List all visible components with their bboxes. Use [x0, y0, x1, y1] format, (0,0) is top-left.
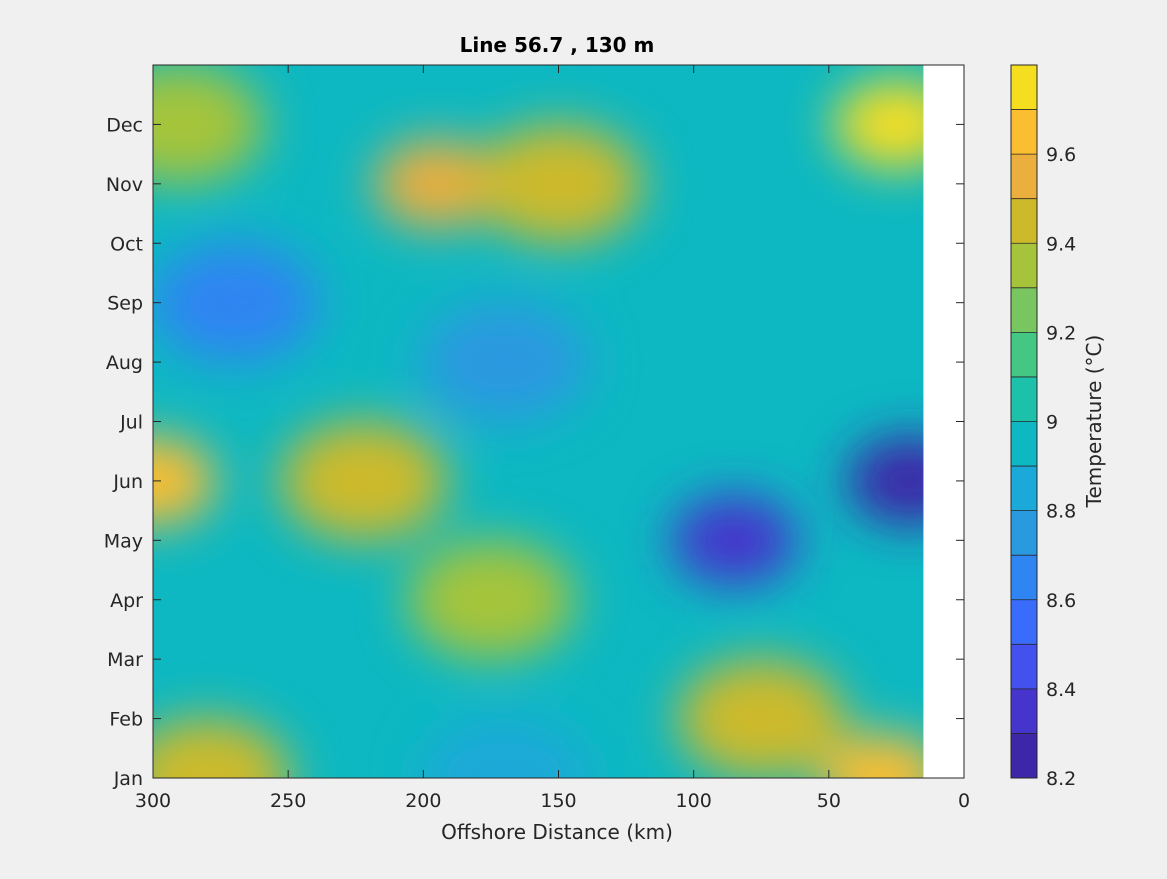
chart-title: Line 56.7 , 130 m	[460, 33, 655, 57]
x-tick-label: 150	[540, 790, 576, 812]
colorbar-segment	[1011, 198, 1037, 244]
contour-feature	[846, 435, 924, 526]
colorbar-segment	[1011, 65, 1037, 110]
no-data-region	[923, 65, 924, 778]
contour-feature	[279, 420, 448, 541]
contour-feature	[153, 65, 265, 185]
x-tick-label: 200	[405, 790, 441, 812]
x-tick-label: 0	[958, 790, 970, 812]
contour-feature	[474, 123, 643, 244]
colorbar-segment	[1011, 644, 1037, 689]
x-tick-label: 50	[817, 790, 841, 812]
x-tick-label: 300	[135, 790, 171, 812]
contour-feature	[153, 435, 216, 526]
colorbar-tick-label: 9	[1046, 412, 1058, 434]
contour-feature	[373, 138, 500, 229]
colorbar-segment	[1011, 109, 1037, 155]
y-tick-label: Oct	[110, 233, 143, 255]
colorbar-segment	[1011, 287, 1037, 333]
y-tick-label: Apr	[110, 590, 143, 612]
colorbar-segment	[1011, 599, 1037, 645]
y-tick-label: Aug	[106, 352, 143, 374]
colorbar-tick-label: 8.2	[1046, 768, 1076, 790]
field-features	[153, 65, 924, 778]
colorbar-segment	[1011, 466, 1037, 511]
colorbar-tick-label: 8.4	[1046, 679, 1076, 701]
x-tick-label: 100	[676, 790, 712, 812]
y-tick-label: Dec	[106, 114, 143, 136]
y-tick-label: May	[104, 530, 143, 552]
colorbar-segment	[1011, 733, 1037, 778]
y-tick-label: Jul	[119, 412, 143, 434]
contour-feature	[671, 495, 798, 586]
colorbar-segment	[1011, 154, 1037, 199]
colorbar-segment	[1011, 243, 1037, 288]
contour-feature	[677, 658, 846, 778]
colorbar-tick-label: 8.8	[1046, 501, 1076, 523]
colorbar-segment	[1011, 688, 1037, 734]
colorbar-frame	[1010, 64, 1038, 779]
contour-feature	[420, 718, 589, 778]
y-axis: Jan Feb Mar Apr May Jun Jul Aug Sep Oct Nov Dec	[104, 114, 964, 790]
colorbar-segment	[1011, 332, 1037, 377]
y-tick-label: Sep	[107, 293, 143, 315]
colorbar-segment	[1011, 510, 1037, 556]
contour-feature	[833, 79, 924, 170]
x-tick-label: 250	[270, 790, 306, 812]
y-tick-label: Mar	[107, 649, 143, 671]
x-axis-label: Offshore Distance (km)	[441, 820, 673, 844]
colorbar-tick-label: 8.6	[1046, 590, 1076, 612]
contour-feature	[420, 302, 589, 423]
contour-feature	[153, 718, 292, 778]
colorbar-segment	[1011, 555, 1037, 600]
colorbar-label: Temperature (°C)	[1082, 335, 1106, 509]
colorbar-tick-label: 9.4	[1046, 233, 1076, 255]
colorbar-tick-label: 9.2	[1046, 322, 1076, 344]
contour-feature	[153, 242, 319, 363]
y-tick-label: Nov	[106, 174, 143, 196]
contour-feature	[819, 733, 924, 778]
y-tick-label: Feb	[109, 709, 143, 731]
x-axis: 300 250 200 150 100 50 0	[135, 65, 970, 812]
temperature-field	[153, 65, 924, 778]
colorbar-segment	[1011, 376, 1037, 422]
y-tick-label: Jan	[113, 768, 143, 790]
colorbar-tick-label: 9.6	[1046, 144, 1076, 166]
colorbar: 8.2 8.4 8.6 8.8 9 9.2 9.4 9.6	[1010, 64, 1076, 790]
colorbar-segment	[1011, 421, 1037, 467]
y-tick-label: Jun	[112, 471, 143, 493]
contour-feature	[406, 539, 575, 660]
